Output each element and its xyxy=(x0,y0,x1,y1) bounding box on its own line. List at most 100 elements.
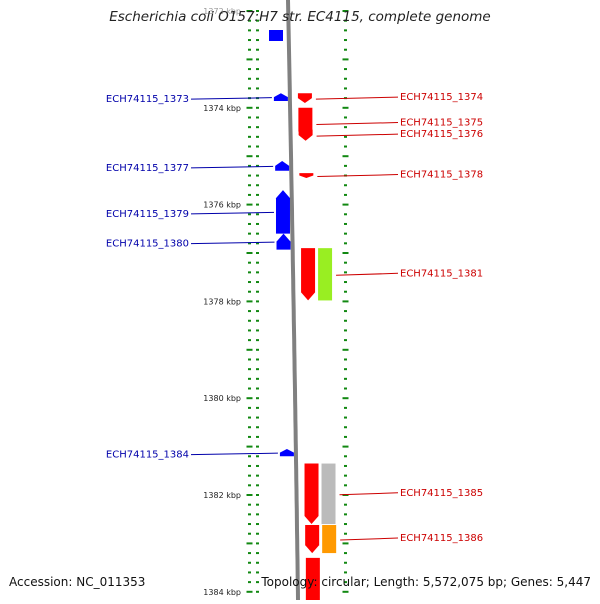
scale-tick xyxy=(246,203,253,206)
genome-summary-text: Topology: circular; Length: 5,572,075 bp… xyxy=(261,575,591,589)
scale-tick xyxy=(256,242,259,245)
gene-label-minus: ECH74115_1379 xyxy=(106,209,189,220)
scale-tick xyxy=(256,339,259,342)
scale-tick xyxy=(248,213,251,216)
scale-tick xyxy=(256,513,259,516)
scale-tick xyxy=(342,348,349,351)
scale-label: 1376 kbp xyxy=(203,201,241,210)
scale-tick xyxy=(248,426,251,429)
scale-tick xyxy=(246,590,253,593)
plus-gene-feature xyxy=(304,463,319,525)
scale-tick xyxy=(344,329,347,332)
scale-tick xyxy=(248,552,251,555)
scale-tick xyxy=(256,271,259,274)
cog-category-block xyxy=(321,463,336,525)
plus-gene-feature xyxy=(297,93,312,103)
scale-tick xyxy=(256,155,259,158)
scale-tick xyxy=(248,523,251,526)
scale-tick xyxy=(246,397,253,400)
scale-tick xyxy=(256,377,259,380)
scale-tick xyxy=(248,571,251,574)
scale-tick xyxy=(248,416,251,419)
gene-label-plus: ECH74115_1375 xyxy=(400,118,483,129)
scale-tick xyxy=(344,319,347,322)
scale-tick xyxy=(344,455,347,458)
scale-tick xyxy=(344,377,347,380)
scale-tick xyxy=(248,242,251,245)
cog-category-block xyxy=(322,525,337,554)
scale-tick xyxy=(256,126,259,129)
scale-tick xyxy=(246,348,253,351)
scale-tick xyxy=(344,513,347,516)
scale-tick xyxy=(248,435,251,438)
scale-tick xyxy=(344,145,347,148)
cog-category-block xyxy=(318,248,333,301)
scale-tick xyxy=(256,494,259,496)
gene-label-minus: ECH74115_1384 xyxy=(106,450,189,461)
scale-tick xyxy=(256,397,259,400)
scale-tick xyxy=(248,368,251,371)
scale-tick xyxy=(248,48,251,51)
minus-gene-feature xyxy=(279,449,294,457)
scale-tick xyxy=(256,252,259,254)
scale-tick xyxy=(256,58,259,61)
scale-tick xyxy=(256,387,259,390)
scale-tick xyxy=(344,48,347,51)
scale-tick xyxy=(256,164,259,167)
scale-tick xyxy=(256,464,259,467)
scale-tick xyxy=(344,368,347,371)
scale-tick xyxy=(344,135,347,138)
backbone-curve xyxy=(285,0,301,604)
gene-label-plus: ECH74115_1376 xyxy=(400,129,483,140)
scale-tick xyxy=(256,213,259,216)
scale-tick xyxy=(248,145,251,148)
scale-tick xyxy=(248,232,251,235)
scale-tick xyxy=(248,319,251,322)
scale-tick xyxy=(344,426,347,429)
scale-tick xyxy=(248,377,251,380)
plus-gene-feature xyxy=(301,248,316,301)
scale-tick xyxy=(256,106,259,109)
scale-tick xyxy=(246,10,253,12)
scale-tick xyxy=(344,164,347,167)
scale-tick xyxy=(256,542,259,545)
scale-tick xyxy=(256,368,259,371)
scale-tick xyxy=(256,174,259,177)
scale-tick xyxy=(256,561,259,564)
scale-tick xyxy=(248,310,251,313)
scale-tick xyxy=(256,532,259,535)
scale-tick xyxy=(256,77,259,80)
scale-tick xyxy=(248,387,251,390)
scale-tick xyxy=(248,222,251,225)
gene-label-plus: ECH74115_1385 xyxy=(400,488,483,499)
scale-tick xyxy=(256,329,259,332)
gene-label-leader xyxy=(317,174,399,178)
scale-tick xyxy=(344,310,347,313)
scale-tick xyxy=(248,561,251,564)
gene-label-leader xyxy=(340,537,399,541)
scale-tick xyxy=(246,494,253,496)
scale-tick xyxy=(256,39,259,42)
scale-tick xyxy=(256,416,259,419)
scale-ticks: 1372 kbp 1374 kbp 1376 kbp 1378 kbp 1380 kbp… xyxy=(203,7,349,597)
scale-tick xyxy=(256,406,259,409)
scale-tick xyxy=(256,474,259,477)
scale-tick xyxy=(344,474,347,477)
scale-tick xyxy=(248,290,251,293)
scale-label: 1384 kbp xyxy=(203,588,241,597)
scale-tick xyxy=(344,271,347,274)
scale-tick xyxy=(342,397,349,400)
scale-tick xyxy=(342,252,349,254)
gene-label-minus: ECH74115_1380 xyxy=(106,239,189,250)
scale-tick xyxy=(248,116,251,119)
gene-label-leader xyxy=(316,133,399,137)
plus-gene-feature xyxy=(299,173,314,178)
gene-label-leader xyxy=(190,452,278,456)
minus-gene-feature xyxy=(275,190,290,234)
scale-label: 1374 kbp xyxy=(203,104,241,113)
scale-tick xyxy=(246,300,253,303)
scale-tick xyxy=(344,184,347,187)
scale-tick xyxy=(344,523,347,526)
scale-tick xyxy=(256,445,259,448)
